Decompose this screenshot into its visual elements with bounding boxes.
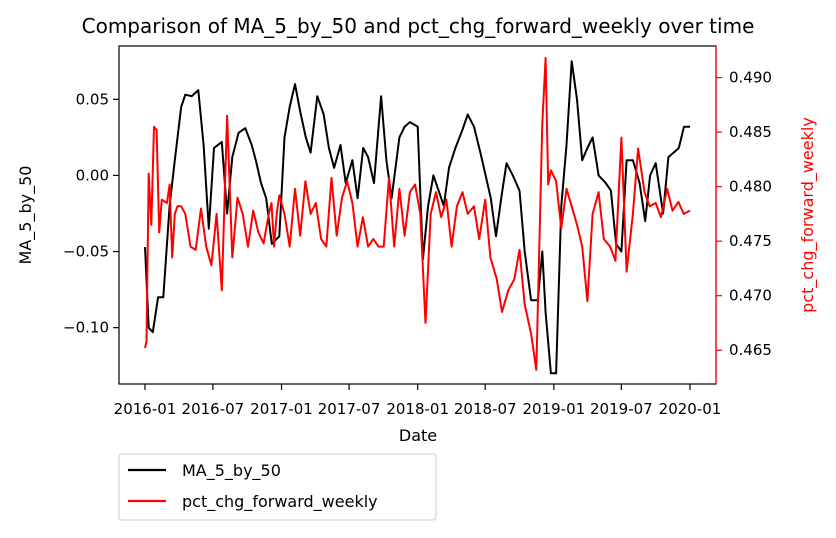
- right-y-axis-ticks: 0.465 0.470 0.475 0.480 0.485 0.490: [716, 69, 772, 359]
- right-y-tick-label: 0.475: [729, 232, 772, 250]
- x-tick-label: 2017-01: [250, 400, 313, 418]
- legend-label-ma: MA_5_by_50: [182, 461, 281, 481]
- left-y-tick-label: 0.00: [76, 166, 109, 184]
- x-tick-label: 2016-01: [114, 400, 177, 418]
- x-tick-label: 2018-07: [454, 400, 517, 418]
- x-tick-label: 2018-01: [386, 400, 449, 418]
- right-y-tick-label: 0.465: [729, 341, 772, 359]
- series-line-ma-5-by-50: [144, 60, 690, 375]
- left-y-tick-label: 0.05: [76, 90, 109, 108]
- x-tick-label: 2017-07: [318, 400, 381, 418]
- right-y-axis-label: pct_chg_forward_weekly: [798, 117, 818, 313]
- right-y-tick-label: 0.480: [729, 178, 772, 196]
- x-axis-ticks: 2016-01 2016-07 2017-01 2017-07 2018-01 2018-…: [114, 384, 722, 418]
- x-tick-label: 2020-01: [659, 400, 722, 418]
- x-axis-label: Date: [399, 426, 437, 445]
- x-tick-label: 2019-01: [522, 400, 585, 418]
- series-line-pct-chg-forward-weekly: [144, 57, 691, 371]
- left-y-tick-label: −0.10: [63, 319, 109, 337]
- left-y-axis-ticks: 0.05 0.00 −0.05 −0.10: [63, 90, 119, 337]
- x-tick-label: 2019-07: [590, 400, 653, 418]
- x-tick-label: 2016-07: [182, 400, 245, 418]
- series-layer: [144, 57, 691, 375]
- chart-title: Comparison of MA_5_by_50 and pct_chg_for…: [82, 14, 755, 38]
- right-y-tick-label: 0.470: [729, 287, 772, 305]
- legend: MA_5_by_50 pct_chg_forward_weekly: [118, 453, 437, 521]
- left-y-axis-label: MA_5_by_50: [16, 166, 36, 265]
- right-y-tick-label: 0.490: [729, 69, 772, 87]
- legend-box: [118, 453, 437, 521]
- legend-label-pct: pct_chg_forward_weekly: [182, 492, 378, 512]
- right-y-tick-label: 0.485: [729, 123, 772, 141]
- left-y-tick-label: −0.05: [63, 243, 109, 261]
